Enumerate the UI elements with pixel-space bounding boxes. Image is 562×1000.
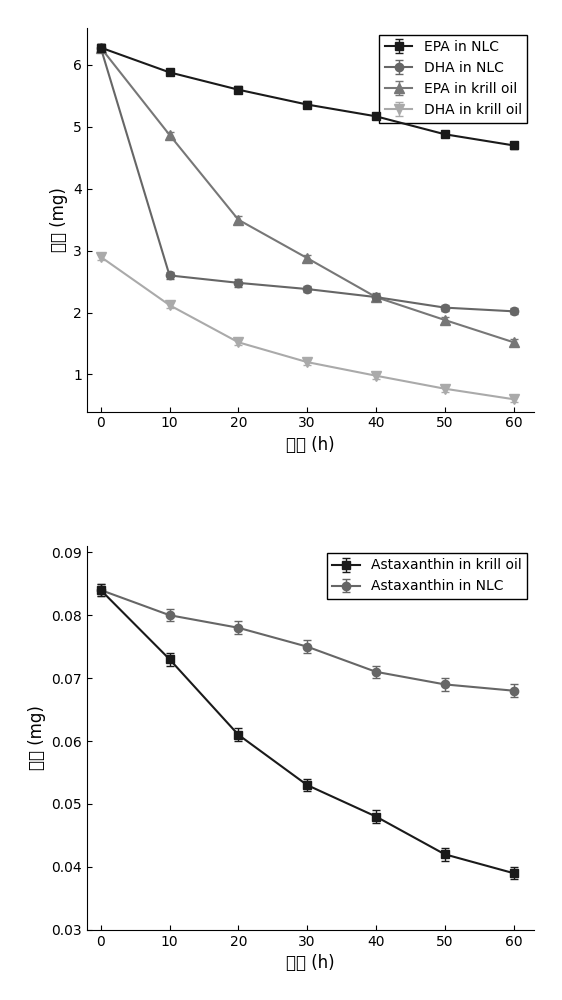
X-axis label: 时间 (h): 时间 (h)	[286, 954, 335, 972]
Y-axis label: 含量 (mg): 含量 (mg)	[28, 705, 46, 770]
Legend: EPA in NLC, DHA in NLC, EPA in krill oil, DHA in krill oil: EPA in NLC, DHA in NLC, EPA in krill oil…	[379, 35, 527, 123]
Y-axis label: 含量 (mg): 含量 (mg)	[49, 187, 67, 252]
Legend: Astaxanthin in krill oil, Astaxanthin in NLC: Astaxanthin in krill oil, Astaxanthin in…	[327, 553, 527, 599]
X-axis label: 时间 (h): 时间 (h)	[286, 436, 335, 454]
